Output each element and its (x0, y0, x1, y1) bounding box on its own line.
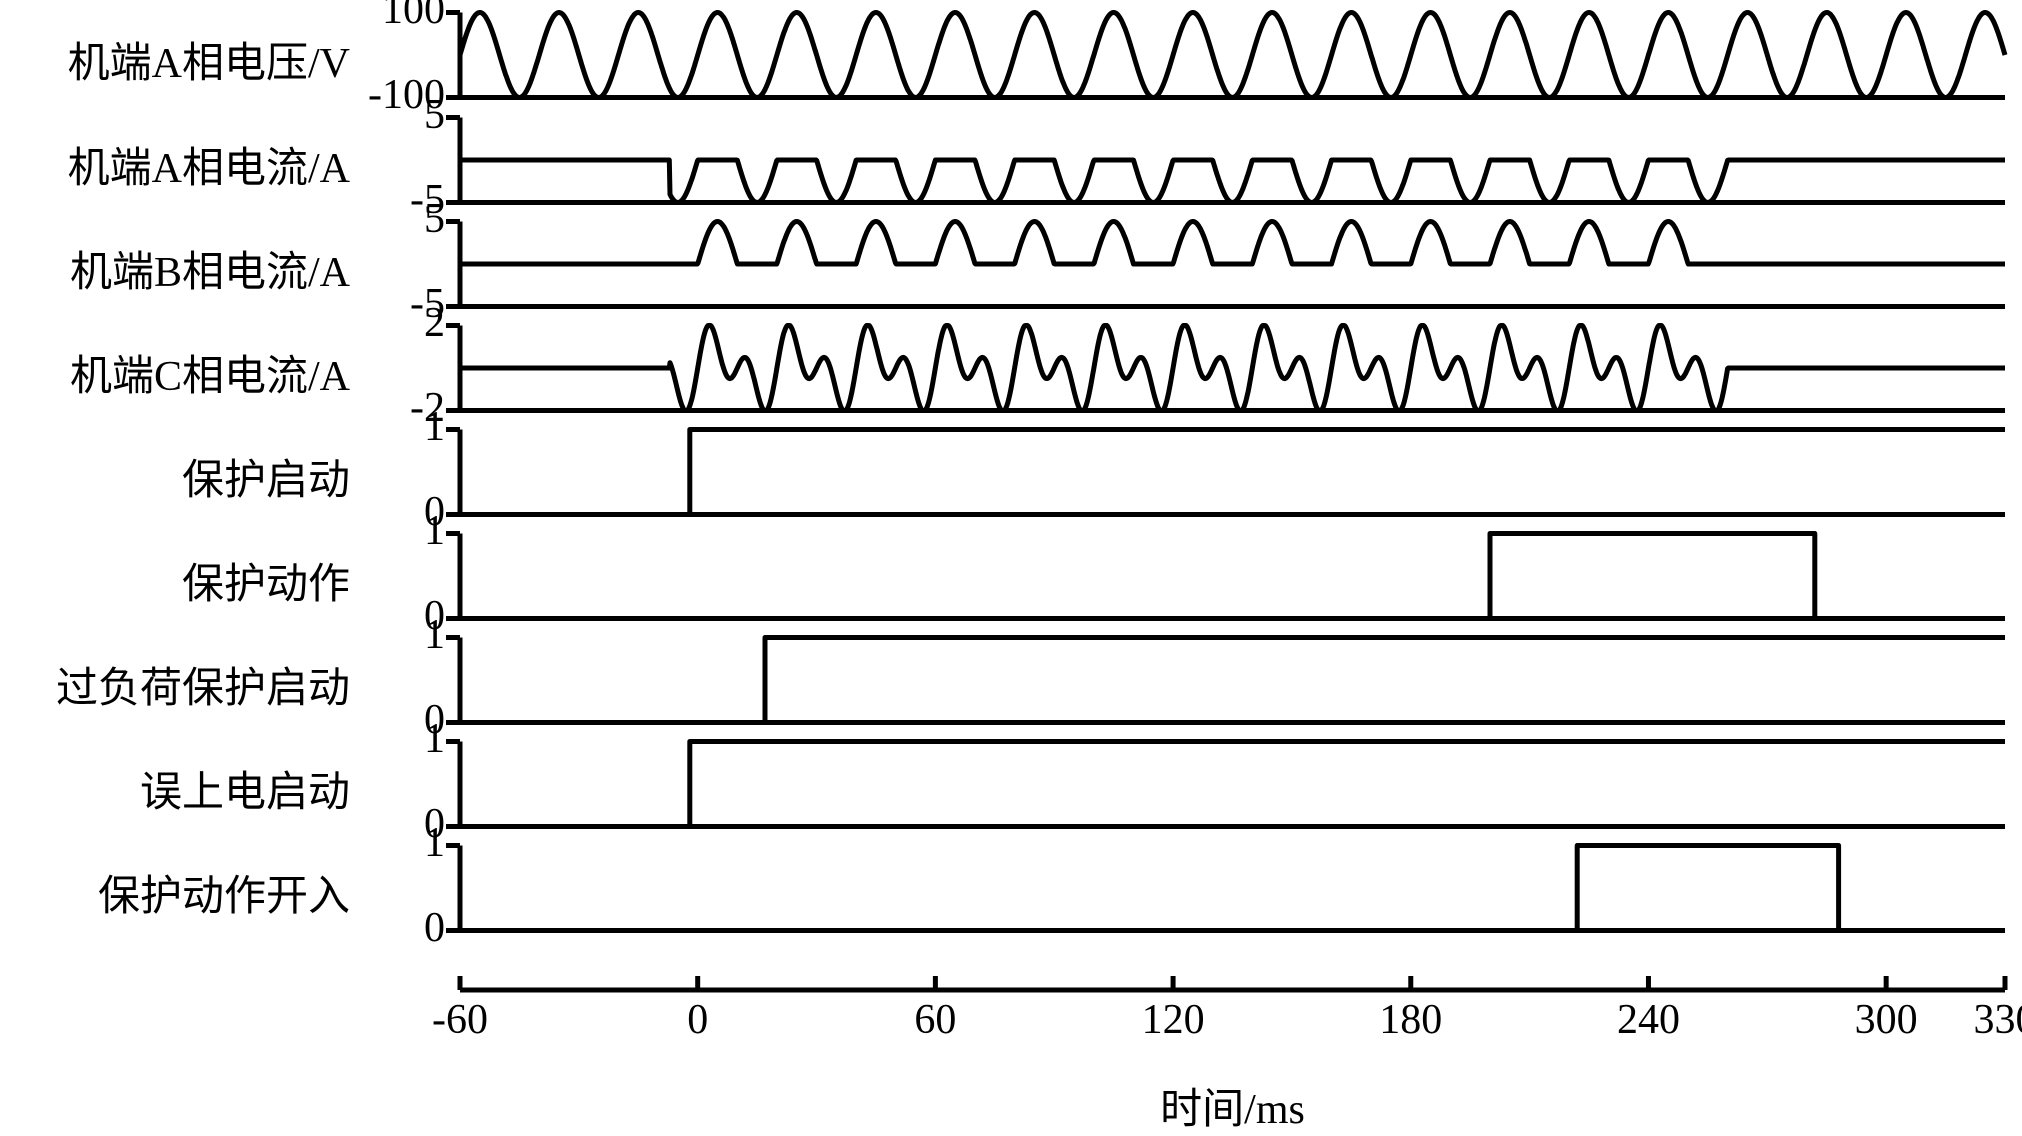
trace (460, 534, 2005, 619)
trace (460, 638, 2005, 723)
ytick-high: 100 (382, 0, 445, 34)
ytick-high: 2 (424, 299, 445, 347)
xtick: 180 (1379, 996, 1442, 1044)
ytick-low: 0 (424, 904, 445, 952)
panel-label: 误上电启动 (140, 758, 350, 819)
x-axis-label: 时间/ms (1160, 1075, 1305, 1136)
ytick-high: 1 (424, 611, 445, 659)
panel-label: 机端C相电流/A (70, 342, 350, 403)
xtick: 60 (914, 996, 956, 1044)
panel-label: 过负荷保护启动 (56, 654, 350, 715)
ytick-high: 5 (424, 195, 445, 243)
trace (460, 430, 2005, 515)
xtick: 0 (687, 996, 708, 1044)
ytick-high: 5 (424, 91, 445, 139)
trace (460, 742, 2005, 827)
trace (460, 13, 2005, 98)
ytick-high: 1 (424, 715, 445, 763)
xtick: 330 (1974, 996, 2022, 1044)
panel-label: 保护动作开入 (98, 862, 350, 923)
ytick-high: 1 (424, 819, 445, 867)
panel-label: 机端B相电流/A (70, 238, 350, 299)
ytick-high: 1 (424, 507, 445, 555)
xtick: 120 (1142, 996, 1205, 1044)
ytick-high: 1 (424, 403, 445, 451)
panel-label: 机端A相电流/A (68, 134, 350, 195)
xtick: -60 (432, 996, 488, 1044)
panel-label: 保护动作 (182, 550, 350, 611)
trace (460, 160, 2005, 203)
waveform-figure: 100-100机端A相电压/V5-5机端A相电流/A5-5机端B相电流/A2-2… (0, 0, 2022, 1131)
panel-label: 保护启动 (182, 446, 350, 507)
trace (460, 326, 2005, 411)
xtick: 300 (1855, 996, 1918, 1044)
panel-label: 机端A相电压/V (68, 29, 350, 90)
trace (460, 846, 2005, 931)
xtick: 240 (1617, 996, 1680, 1044)
trace (460, 222, 2005, 265)
